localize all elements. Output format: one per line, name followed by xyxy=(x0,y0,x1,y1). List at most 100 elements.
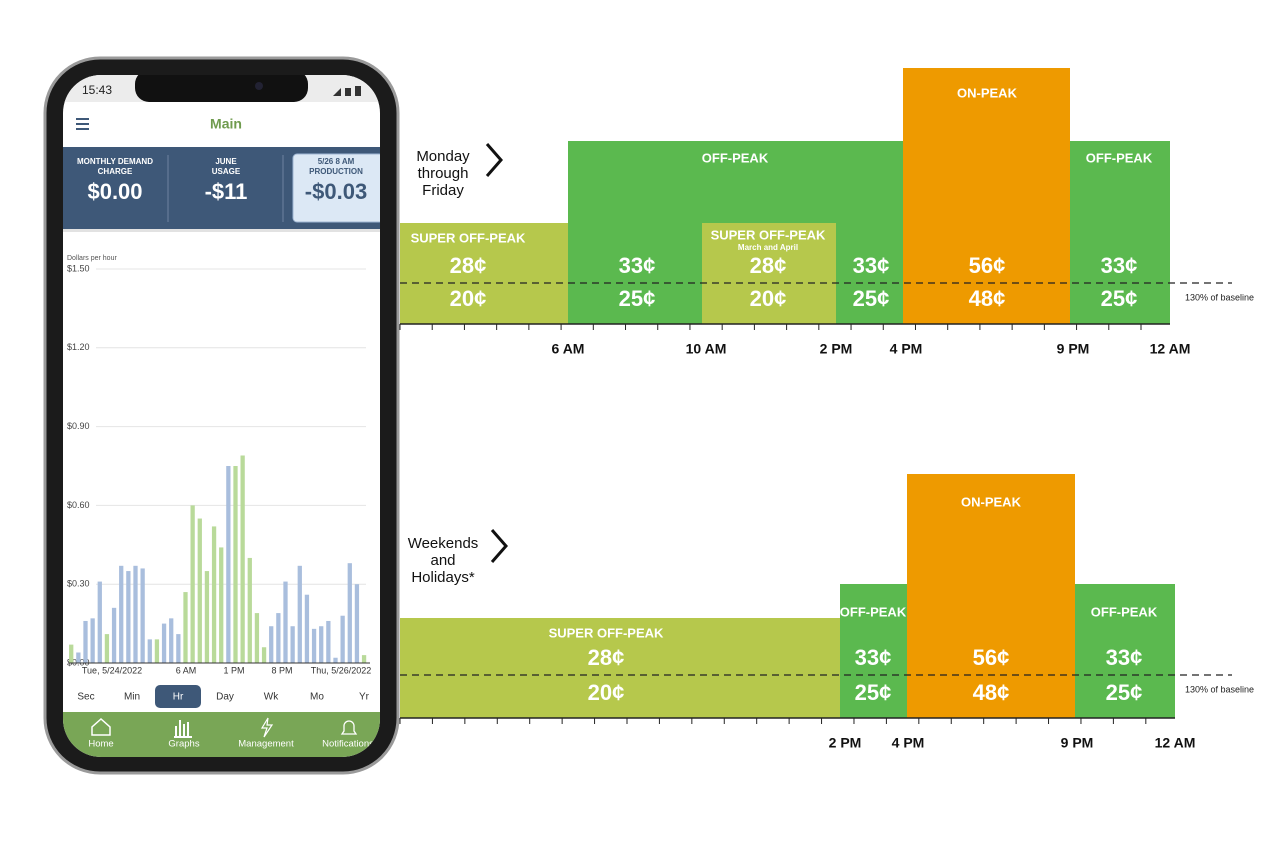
price: 25¢ xyxy=(1106,680,1143,705)
selected-card[interactable] xyxy=(292,153,383,223)
bar xyxy=(197,518,202,663)
price: 28¢ xyxy=(750,253,787,278)
bar xyxy=(247,557,252,663)
chart-divider xyxy=(63,229,380,232)
notification-icon xyxy=(340,720,358,735)
x-tick-label: 6 AM xyxy=(176,665,197,675)
chevron xyxy=(490,529,508,563)
price: 33¢ xyxy=(855,645,892,670)
price: 48¢ xyxy=(973,680,1010,705)
app-title: Main xyxy=(210,116,242,132)
bar xyxy=(133,565,138,663)
period-label: SUPER OFF-PEAK xyxy=(411,230,526,245)
time-tab[interactable]: Sec xyxy=(77,692,94,703)
bar xyxy=(154,639,160,663)
bar xyxy=(354,584,360,663)
price: 20¢ xyxy=(450,286,487,311)
bar xyxy=(319,626,324,663)
bar xyxy=(183,592,188,663)
price: 25¢ xyxy=(1101,286,1138,311)
nav-item[interactable]: Management xyxy=(238,739,294,750)
bar xyxy=(269,626,274,663)
selected-tab-bg xyxy=(155,685,201,708)
status-icons xyxy=(333,86,361,96)
bar xyxy=(83,620,88,663)
rate-block xyxy=(400,618,840,718)
bar xyxy=(219,547,224,663)
card-value: -$11 xyxy=(205,179,248,204)
x-tick-label: 8 PM xyxy=(271,665,292,675)
nav-item[interactable]: Home xyxy=(88,739,113,750)
chevron xyxy=(485,143,503,177)
time-label: 2 PM xyxy=(829,735,862,751)
time-tab[interactable]: Yr xyxy=(359,692,370,703)
time-tab[interactable]: Day xyxy=(216,692,234,703)
y-tick-label: $0.60 xyxy=(67,500,90,510)
bar xyxy=(347,563,352,663)
baseline-note: 130% of baseline xyxy=(1185,292,1254,302)
nav-item[interactable]: Graphs xyxy=(168,739,199,750)
bar xyxy=(126,571,131,663)
x-tick-label: Thu, 5/26/2022 xyxy=(311,665,372,675)
graphs-icon xyxy=(174,720,192,738)
nav-item[interactable]: Notifications xyxy=(322,739,374,750)
time-label: 4 PM xyxy=(892,735,925,751)
menu-icon[interactable] xyxy=(76,118,89,130)
bar xyxy=(304,594,310,663)
bar xyxy=(76,652,81,663)
bottom-nav xyxy=(63,712,380,757)
card-label: MONTHLY DEMAND xyxy=(77,157,153,166)
bar xyxy=(233,466,238,663)
day-label: Monday xyxy=(416,148,470,165)
bar xyxy=(161,623,167,663)
time-tab[interactable]: Hr xyxy=(173,692,184,703)
time-tab[interactable]: Mo xyxy=(310,692,324,703)
bar xyxy=(297,565,302,663)
price: 28¢ xyxy=(588,645,625,670)
home-icon xyxy=(91,717,111,736)
day-label: and xyxy=(430,552,455,569)
bar xyxy=(104,634,110,663)
bar xyxy=(69,644,74,663)
period-label: OFF-PEAK xyxy=(840,604,907,619)
period-label: ON-PEAK xyxy=(957,85,1018,100)
bar xyxy=(119,565,124,663)
card-label: JUNE xyxy=(215,157,237,166)
y-tick-label: $0.90 xyxy=(67,421,90,431)
price: 48¢ xyxy=(969,286,1006,311)
price: 25¢ xyxy=(619,286,656,311)
card-label: CHARGE xyxy=(98,167,133,176)
card-value: $0.00 xyxy=(87,179,142,204)
day-label: Holidays* xyxy=(411,569,475,586)
time-label: 6 AM xyxy=(552,341,585,357)
rate-block xyxy=(702,223,836,324)
period-label: OFF-PEAK xyxy=(702,150,769,165)
period-label: SUPER OFF-PEAK xyxy=(549,625,664,640)
bar xyxy=(290,626,295,663)
period-label: March and April xyxy=(738,243,798,252)
bar xyxy=(211,526,217,663)
notch xyxy=(135,75,308,102)
bar xyxy=(90,618,95,663)
price: 33¢ xyxy=(1101,253,1138,278)
status-time: 15:43 xyxy=(82,83,112,97)
bar xyxy=(140,568,145,663)
bar xyxy=(326,620,331,663)
period-label: SUPER OFF-PEAK xyxy=(711,227,826,242)
rate-block xyxy=(907,474,1075,718)
time-tab[interactable]: Wk xyxy=(264,692,279,703)
x-tick-label: 1 PM xyxy=(223,665,244,675)
price: 33¢ xyxy=(619,253,656,278)
bar xyxy=(190,505,195,663)
bar xyxy=(204,571,210,663)
y-axis-label: Dollars per hour xyxy=(67,255,117,262)
baseline-note: 130% of baseline xyxy=(1185,684,1254,694)
time-tab[interactable]: Min xyxy=(124,692,140,703)
bar xyxy=(276,613,281,663)
management-icon xyxy=(260,717,274,738)
time-label: 12 AM xyxy=(1155,735,1196,751)
bar xyxy=(169,618,174,663)
